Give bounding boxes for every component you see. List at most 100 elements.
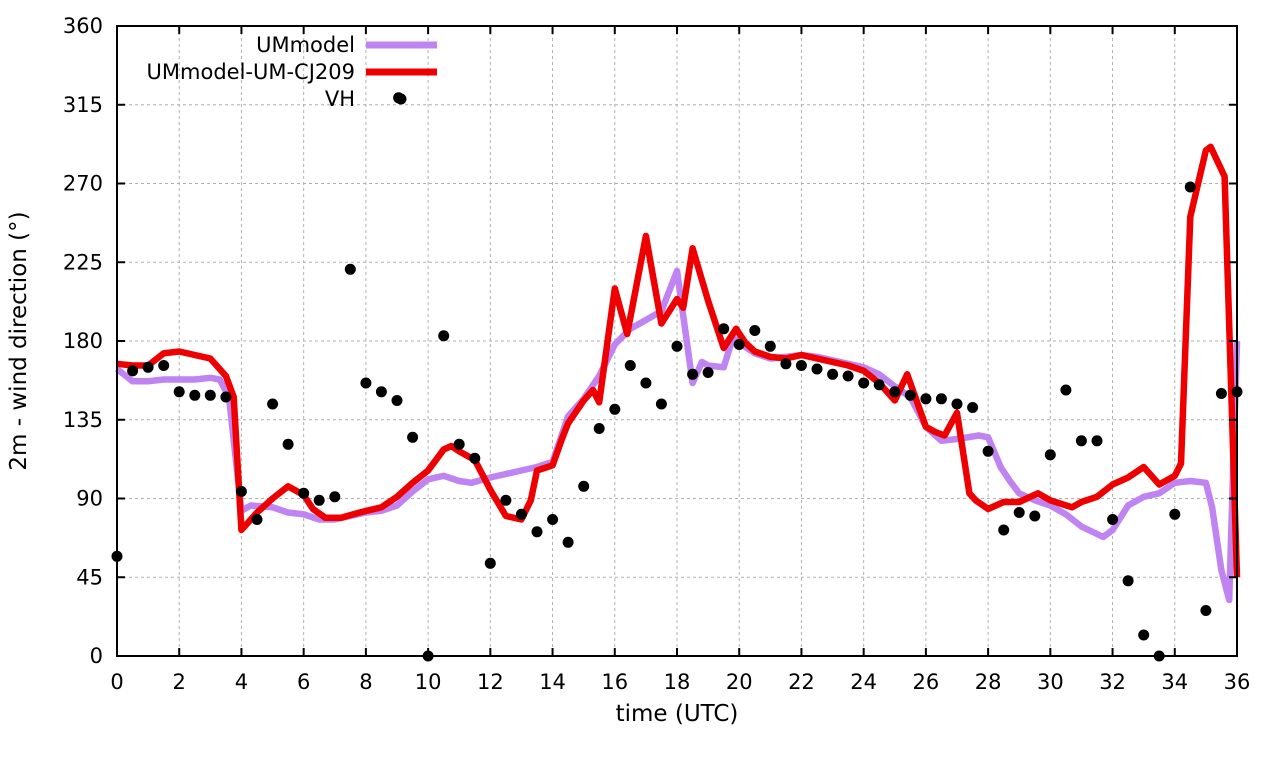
ummodel-um-cj209-line: [116, 143, 1241, 578]
x-tick-label: 36: [1224, 670, 1251, 694]
vh-point: [360, 377, 372, 389]
vh-point: [733, 339, 745, 350]
vh-scatter: [111, 92, 1243, 662]
vh-point: [127, 365, 139, 377]
vh-point: [609, 403, 621, 415]
y-tick-label: 360: [63, 14, 103, 38]
vh-point: [1091, 435, 1103, 447]
y-tick-label: 180: [63, 329, 103, 353]
vh-point: [1013, 507, 1025, 518]
data-series: [111, 92, 1243, 662]
x-tick-label: 22: [788, 670, 815, 694]
x-tick-label: 30: [1037, 670, 1064, 694]
vh-point: [1138, 629, 1150, 641]
vh-point: [298, 487, 310, 499]
vh-point: [920, 393, 932, 405]
vh-point: [935, 393, 947, 405]
vh-point: [282, 438, 294, 450]
vh-point: [1107, 514, 1119, 525]
vh-point: [515, 508, 527, 520]
y-tick-label: 225: [63, 250, 103, 274]
vh-point: [687, 368, 699, 380]
vh-point: [562, 536, 574, 548]
x-tick-label: 32: [1099, 670, 1126, 694]
y-tick-label: 90: [76, 487, 103, 511]
vh-point: [795, 360, 807, 371]
y-tick-label: 0: [90, 644, 103, 668]
plot-frame: [116, 25, 1238, 657]
x-tick-label: 8: [359, 670, 372, 694]
vh-point: [780, 358, 792, 370]
x-tick-label: 26: [913, 670, 940, 694]
vh-point: [438, 330, 450, 342]
vh-point: [235, 486, 247, 497]
vh-point: [313, 494, 325, 506]
x-tick-label: 10: [415, 670, 442, 694]
vh-point: [1029, 510, 1041, 522]
vh-point: [1044, 449, 1056, 461]
vh-point: [1122, 575, 1134, 587]
vh-point: [967, 402, 979, 413]
vh-point: [220, 391, 232, 403]
legend-label-vh: VH: [325, 87, 355, 111]
x-tick-label: 2: [173, 670, 186, 694]
vh-point: [189, 389, 201, 401]
vh-point: [811, 363, 823, 375]
vh-point: [329, 491, 341, 503]
vh-point: [484, 557, 496, 569]
vh-point: [858, 377, 870, 389]
vh-point: [267, 398, 279, 410]
x-tick-label: 24: [850, 670, 877, 694]
vh-point: [453, 438, 465, 450]
vh-point: [827, 368, 839, 380]
x-tick-label: 6: [297, 670, 310, 694]
y-tick-label: 270: [63, 172, 103, 196]
x-tick-label: 0: [110, 670, 123, 694]
x-tick-label: 34: [1161, 670, 1188, 694]
vh-point: [142, 361, 154, 373]
x-tick-label: 12: [477, 670, 504, 694]
x-axis-title: time (UTC): [616, 701, 739, 727]
legend-swatch-vh-dot: [395, 93, 407, 105]
y-axis-title: 2m - wind direction (°): [6, 211, 32, 470]
vh-point: [204, 389, 216, 401]
vh-point: [951, 398, 963, 410]
vh-point: [547, 514, 559, 525]
vh-point: [1075, 435, 1087, 447]
vh-point: [842, 370, 854, 382]
vh-point: [531, 526, 543, 538]
vh-point: [173, 386, 185, 398]
vh-point: [500, 494, 512, 506]
vh-point: [469, 452, 481, 464]
vh-point: [344, 263, 356, 275]
x-tick-label: 28: [975, 670, 1002, 694]
y-tick-label: 45: [76, 565, 103, 589]
vh-point: [655, 398, 667, 410]
vh-point: [718, 323, 730, 335]
x-tick-label: 16: [601, 670, 628, 694]
vh-point: [904, 389, 916, 401]
vh-point: [407, 431, 419, 443]
vh-point: [1184, 181, 1196, 193]
grid-lines: [117, 26, 1237, 656]
vh-point: [764, 340, 776, 352]
x-tick-label: 20: [726, 670, 753, 694]
y-tick-label: 315: [63, 93, 103, 117]
vh-point: [998, 524, 1010, 536]
vh-point: [640, 377, 652, 389]
vh-point: [593, 423, 605, 434]
vh-point: [391, 395, 403, 406]
vh-point: [749, 325, 761, 336]
vh-point: [251, 514, 263, 525]
x-tick-label: 18: [664, 670, 691, 694]
vh-point: [158, 360, 170, 371]
y-tick-label: 135: [63, 408, 103, 432]
vh-point: [702, 367, 714, 378]
vh-point: [1060, 384, 1072, 396]
x-tick-label: 4: [235, 670, 248, 694]
legend-label-ummodel: UMmodel: [256, 33, 355, 57]
vh-point: [375, 386, 387, 398]
vh-point: [982, 445, 994, 457]
vh-point: [578, 480, 590, 492]
